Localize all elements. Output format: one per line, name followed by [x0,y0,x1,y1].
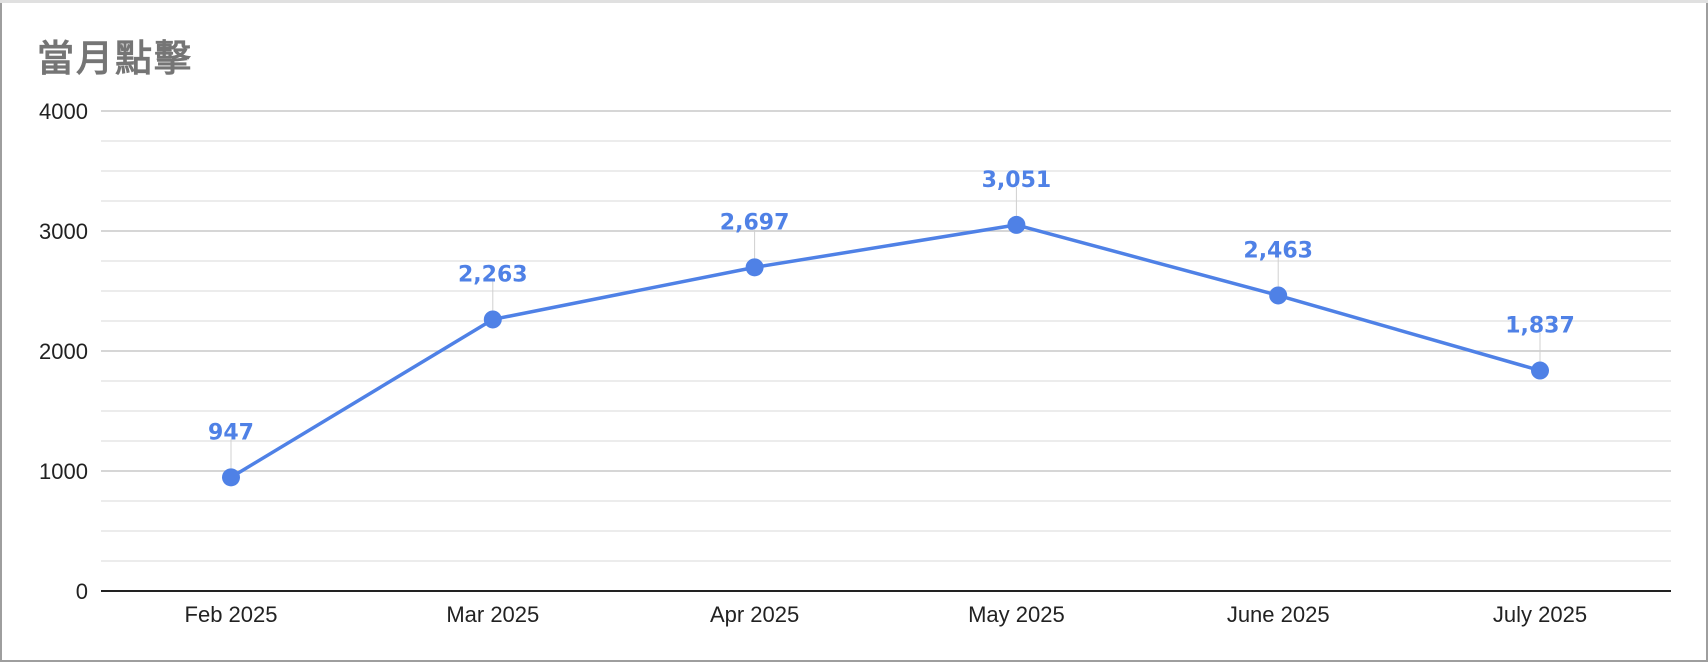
x-tick-label: Mar 2025 [446,602,539,627]
data-point [745,258,764,277]
y-axis-tick-labels: 0 1000 2000 3000 4000 [39,99,88,604]
top-divider [0,0,1708,3]
data-label: 1,837 [1505,314,1575,339]
data-label: 947 [208,420,254,445]
data-point [1269,286,1288,305]
y-tick-label: 4000 [39,99,88,124]
data-label: 2,263 [458,262,528,287]
x-tick-label: Apr 2025 [710,602,799,627]
data-label-leaders [230,186,1541,470]
y-tick-label: 0 [76,579,88,604]
y-tick-label: 2000 [39,339,88,364]
data-label: 3,051 [982,168,1052,193]
data-point [1007,215,1026,234]
gridlines [101,110,1671,592]
chart-title: 當月點擊 [37,37,193,80]
x-axis-tick-labels: Feb 2025 Mar 2025 Apr 2025 May 2025 June 202… [185,602,1588,627]
data-label: 2,697 [720,210,790,235]
x-tick-label: May 2025 [968,602,1065,627]
data-label: 2,463 [1243,238,1313,263]
x-tick-label: Feb 2025 [185,602,278,627]
data-point [222,468,240,487]
y-tick-label: 1000 [39,459,88,484]
series-line [229,223,1542,480]
data-point [483,310,502,329]
x-tick-label: June 2025 [1227,602,1330,627]
series-layer [222,215,1549,487]
y-tick-label: 3000 [39,219,88,244]
data-point [1531,361,1549,380]
data-labels: 947 2,263 2,697 3,051 2,463 1,837 [208,168,1575,445]
x-tick-label: July 2025 [1493,602,1587,627]
